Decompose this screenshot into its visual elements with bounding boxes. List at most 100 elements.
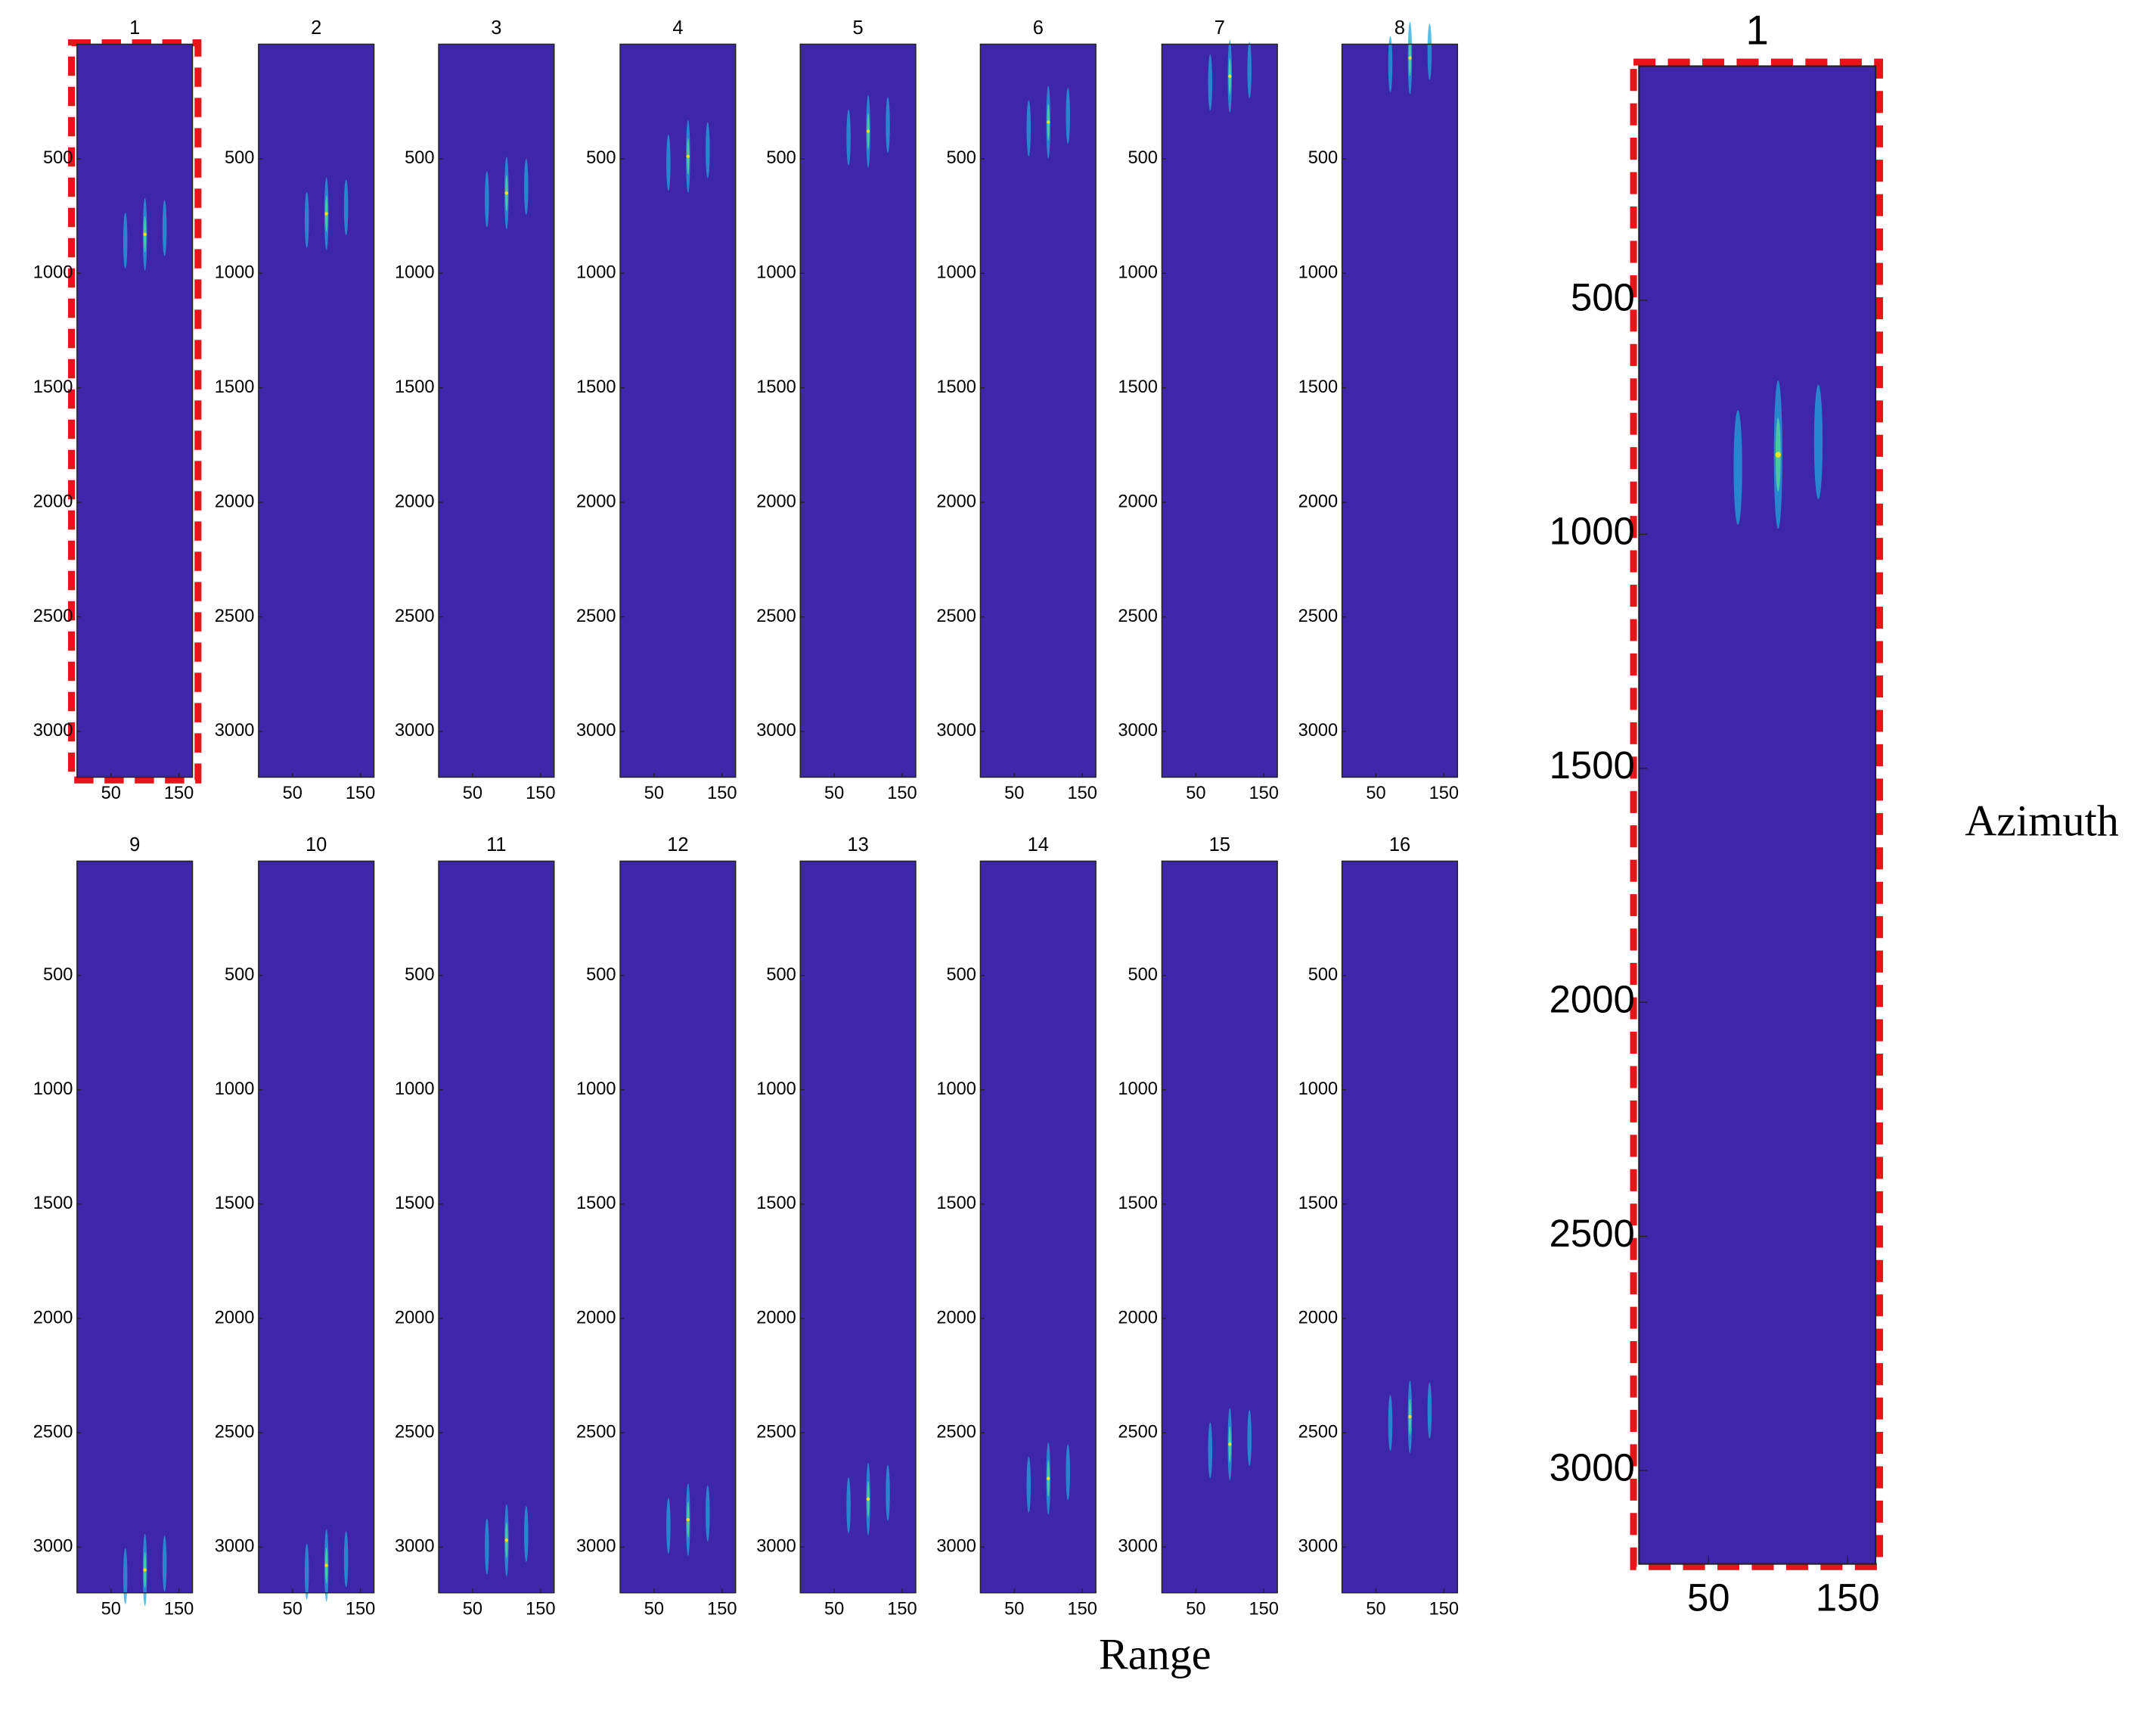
- y-tick-label: 500: [586, 148, 616, 168]
- y-tick-label: 3000: [1298, 1537, 1339, 1557]
- sidelobe-streak: [666, 134, 671, 191]
- axes-frame: [799, 860, 917, 1594]
- y-tick-label: 1500: [576, 1194, 616, 1213]
- y-tick-label: 2500: [936, 1422, 976, 1442]
- y-tick-label: 1500: [395, 377, 435, 397]
- sidelobe-streak: [162, 1535, 167, 1592]
- x-tick-label: 150: [526, 784, 555, 803]
- y-tick-label: 1000: [936, 1079, 976, 1099]
- y-tick-label: 3000: [395, 721, 435, 741]
- image-background: [439, 861, 554, 1593]
- y-tick-label: 2000: [756, 1308, 796, 1327]
- sidelobe-streak: [524, 1506, 529, 1563]
- y-tick-label: 3000: [1550, 1445, 1635, 1489]
- y-tick-label: 1000: [1550, 510, 1635, 553]
- peak: [324, 212, 328, 216]
- y-tick-label: 2500: [756, 1422, 796, 1442]
- image-background: [800, 44, 916, 778]
- y-tick-label: 2000: [1550, 978, 1635, 1021]
- image-background: [620, 861, 736, 1593]
- axes-frame: [619, 43, 737, 778]
- x-tick-label: 50: [101, 784, 121, 803]
- y-tick-label: 500: [225, 148, 254, 168]
- y-tick-label: 1000: [33, 1079, 73, 1099]
- panel-title: 6: [1033, 17, 1044, 39]
- y-tick-label: 500: [766, 965, 796, 985]
- x-tick-label: 50: [1186, 1599, 1205, 1619]
- y-tick-label: 2000: [1118, 1308, 1158, 1327]
- panel-title: 14: [1028, 834, 1049, 855]
- sidelobe-streak: [1026, 1456, 1031, 1513]
- x-tick-label: 150: [1816, 1576, 1880, 1619]
- x-tick-label: 150: [887, 784, 917, 803]
- sidelobe-streak: [1427, 1382, 1432, 1439]
- peak: [504, 191, 509, 195]
- y-tick-label: 500: [586, 965, 616, 985]
- image-background: [258, 861, 374, 1593]
- axes-frame: [979, 43, 1097, 778]
- y-tick-label: 500: [766, 148, 796, 168]
- x-tick-label: 150: [526, 1599, 555, 1619]
- peak: [324, 1563, 328, 1567]
- y-tick-label: 1000: [756, 263, 796, 283]
- sidelobe-streak: [1247, 42, 1252, 98]
- y-tick-label: 500: [947, 965, 976, 985]
- image-background: [258, 44, 374, 778]
- sidelobe-streak: [485, 1518, 489, 1575]
- highlight-frame: [68, 39, 202, 784]
- x-tick-label: 50: [824, 784, 844, 803]
- y-tick-label: 1500: [215, 1194, 255, 1213]
- y-tick-label: 2000: [576, 492, 616, 511]
- peak: [1228, 74, 1232, 79]
- axes-frame: [1638, 65, 1877, 1565]
- axes-frame: [979, 860, 1097, 1594]
- y-tick-label: 3000: [1118, 1537, 1158, 1557]
- peak: [143, 1568, 147, 1572]
- y-tick-label: 1500: [1550, 744, 1635, 787]
- sidelobe-streak: [706, 122, 710, 179]
- peak: [143, 232, 147, 236]
- peak: [504, 1539, 509, 1542]
- y-tick-label: 2500: [395, 1422, 435, 1442]
- image-background: [1639, 66, 1876, 1564]
- peak: [866, 129, 870, 133]
- y-tick-label: 2500: [576, 607, 616, 626]
- x-tick-label: 50: [824, 1599, 844, 1619]
- sidelobe-streak: [1733, 410, 1742, 525]
- x-tick-label: 150: [887, 1599, 917, 1619]
- y-tick-label: 500: [1128, 965, 1158, 985]
- y-tick-label: 2000: [33, 1308, 73, 1327]
- y-tick-label: 2500: [33, 607, 73, 626]
- sidelobe-streak: [343, 179, 349, 236]
- y-tick-label: 1500: [215, 377, 255, 397]
- y-tick-label: 2500: [1298, 1422, 1339, 1442]
- sidelobe-streak: [886, 97, 890, 154]
- image-background: [76, 861, 193, 1593]
- y-tick-label: 2500: [395, 607, 435, 626]
- x-tick-label: 50: [644, 1599, 664, 1619]
- y-tick-label: 1500: [33, 377, 73, 397]
- peak: [1408, 1414, 1412, 1419]
- y-tick-label: 1000: [215, 263, 255, 283]
- y-tick-label: 1500: [936, 377, 976, 397]
- y-axis-label: Azimuth: [1965, 796, 2119, 846]
- y-tick-label: 2000: [33, 492, 73, 511]
- x-tick-label: 50: [644, 784, 664, 803]
- axes-frame: [258, 43, 375, 778]
- y-tick-label: 3000: [576, 1537, 616, 1557]
- x-tick-label: 50: [1366, 1599, 1385, 1619]
- y-tick-label: 1500: [576, 377, 616, 397]
- y-tick-label: 1000: [1118, 263, 1158, 283]
- y-tick-label: 3000: [215, 721, 255, 741]
- x-tick-label: 150: [1067, 784, 1097, 803]
- x-tick-label: 50: [1366, 784, 1385, 803]
- sidelobe-streak: [304, 191, 309, 248]
- panel-title: 1: [129, 17, 140, 39]
- sidelobe-streak: [123, 212, 128, 269]
- y-tick-label: 3000: [756, 721, 796, 741]
- y-tick-label: 2000: [215, 492, 255, 511]
- axes-frame: [799, 43, 917, 778]
- y-tick-label: 2500: [215, 607, 255, 626]
- y-tick-label: 500: [1308, 148, 1338, 168]
